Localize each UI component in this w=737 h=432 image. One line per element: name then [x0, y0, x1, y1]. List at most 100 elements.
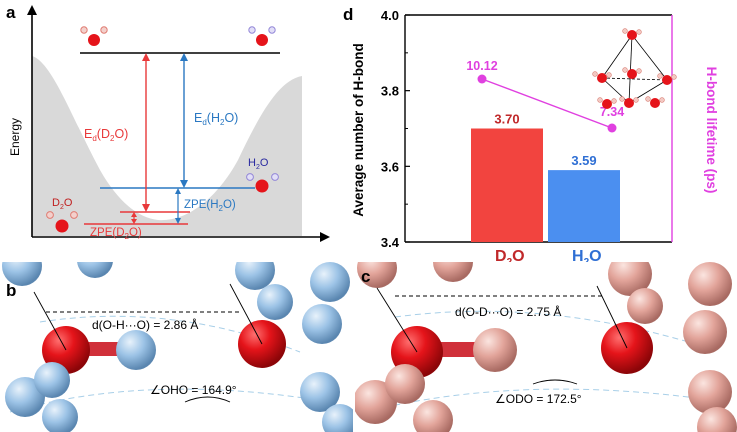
deuterium-atom [627, 288, 663, 324]
separated-h2o-molecule [248, 26, 276, 46]
hydrogen-atom [302, 304, 342, 344]
deuterium-atom [683, 310, 727, 354]
od-distance-label: d(O-D···O) = 2.75 Å [455, 304, 561, 319]
hydrogen-atom [116, 330, 156, 370]
inset-hydrogen-atom [611, 98, 617, 104]
ed-h2o-label: Ed(H2O) [194, 111, 238, 127]
h2o-molecule-label: H2O [248, 157, 269, 171]
hydrogen-atom [235, 262, 275, 290]
inset-hydrogen-atom [633, 97, 639, 103]
inset-hydrogen-atom [592, 71, 598, 77]
y2-axis-label: H-bond lifetime (ps) [704, 67, 719, 194]
inset-hydrogen-atom [657, 73, 663, 79]
geometry-line [33, 291, 67, 351]
angle-arc [532, 379, 578, 385]
inset-oxygen-atom [650, 98, 660, 108]
hbond-network-line [39, 315, 301, 353]
x-category-label: H2O [572, 248, 602, 262]
chart-d-plot: 3.4 3.6 3.8 4.0 Average number of H-bond H-bo… [351, 8, 719, 262]
lifetime-line [481, 78, 613, 129]
zpe-d2o-arrow-top [131, 212, 137, 217]
panel-label-b: b [6, 281, 16, 300]
x-category-label: D2O [495, 248, 525, 262]
deuterium-atom [697, 407, 737, 432]
bar-h2o [548, 170, 620, 242]
inset-hydrogen-atom [636, 29, 642, 35]
odo-angle-label: ∠ODO = 172.5° [495, 392, 582, 406]
ed-d2o-arrow-top [142, 53, 150, 61]
energy-axis-label: Energy [8, 118, 22, 156]
inset-hydrogen-atom [636, 68, 642, 74]
d2o-molecule-label: D2O [52, 197, 73, 211]
lifetime-label: 10.12 [466, 59, 497, 73]
hbond-network-line [394, 310, 706, 348]
bar-value-label: 3.70 [494, 112, 519, 127]
y-tick-label: 4.0 [381, 8, 399, 23]
y-axis-label: Average number of H-bond [351, 43, 366, 217]
tetrahedron-edge [601, 77, 668, 81]
hydrogen-atom [322, 404, 353, 432]
potential-well [32, 56, 302, 236]
tetrahedron-edge [631, 34, 668, 81]
zpe-h2o-arrow-bottom [175, 218, 181, 224]
y-tick-label: 3.6 [381, 159, 399, 174]
oh-bond [82, 342, 122, 356]
separated-d2o-molecule [80, 26, 108, 46]
energy-axis-arrow [27, 5, 37, 15]
inset-hydrogen-atom [597, 97, 603, 103]
x-axis-arrow [320, 232, 330, 242]
inset-hydrogen-atom [645, 96, 651, 102]
hbond-network-line [9, 388, 331, 413]
inset-oxygen-atom [597, 73, 607, 83]
hydrogen-atom [257, 284, 293, 320]
hydrogen-atom [34, 362, 70, 398]
ed-h2o-arrow-bottom [180, 180, 188, 188]
inset-hydrogen-atom [659, 97, 665, 103]
deuterium-atom [688, 370, 732, 414]
oo-distance-label: d(O-H···O) = 2.86 Å [92, 317, 198, 332]
panel-label-d: d [343, 5, 353, 24]
zpe-h2o-arrow-top [175, 188, 181, 194]
bound-d2o-molecule [46, 211, 78, 233]
ed-d2o-arrow-bottom [142, 204, 150, 212]
inset-oxygen-atom [627, 69, 637, 79]
inset-hydrogen-atom [619, 96, 625, 102]
ed-d2o-label: Ed(D2O) [84, 127, 128, 143]
panel-d-hbond-chart: d 3.4 3.6 3.8 4.0 Average number of H-bond H-… [343, 5, 719, 262]
inset-oxygen-atom [602, 99, 612, 109]
deuterium-atom [608, 262, 652, 296]
hydrogen-atom [77, 262, 113, 278]
tetrahedron-edge [601, 34, 633, 79]
bound-h2o-molecule [246, 173, 279, 193]
tetrahedron-edge [628, 34, 633, 104]
hydrogen-atom [2, 262, 42, 286]
zpe-h2o-label: ZPE(H2O) [184, 199, 236, 213]
zpe-d2o-label: ZPE(D2O) [90, 227, 142, 241]
lifetime-point [477, 74, 487, 84]
inset-hydrogen-atom [622, 28, 628, 34]
lifetime-point [607, 123, 617, 133]
geometry-line [376, 287, 418, 353]
geometry-line [229, 283, 263, 345]
ed-h2o-arrow-top [180, 53, 188, 61]
panel-label-a: a [6, 3, 16, 22]
inset-oxygen-atom [627, 30, 637, 40]
hydrogen-atom [5, 377, 45, 417]
hydrogen-atom [42, 399, 78, 432]
deuterium-atom [433, 262, 473, 282]
inset-hydrogen-atom [622, 67, 628, 73]
panel-c-d2o-structure: c d(O-D···O) = 2.75 Å ∠ODO = 172.5° [355, 262, 737, 432]
deuterium-atom [385, 364, 425, 404]
deuterium-atom [413, 400, 453, 432]
angle-arc [184, 396, 231, 403]
y-tick-label: 3.4 [381, 235, 400, 250]
hydrogen-atom [310, 262, 350, 302]
y-tick-label: 3.8 [381, 84, 399, 99]
panel-label-c: c [361, 267, 370, 286]
deuterium-atom [357, 262, 397, 288]
panel-a-energy-diagram: a Energy Ed(D2O) Ed(H2O) ZPE(H2O) ZPE(D2… [6, 3, 330, 242]
inset-hydrogen-atom [606, 72, 612, 78]
inset-oxygen-atom [662, 75, 672, 85]
deuterium-atom [688, 262, 732, 306]
bar-d2o [471, 128, 543, 242]
